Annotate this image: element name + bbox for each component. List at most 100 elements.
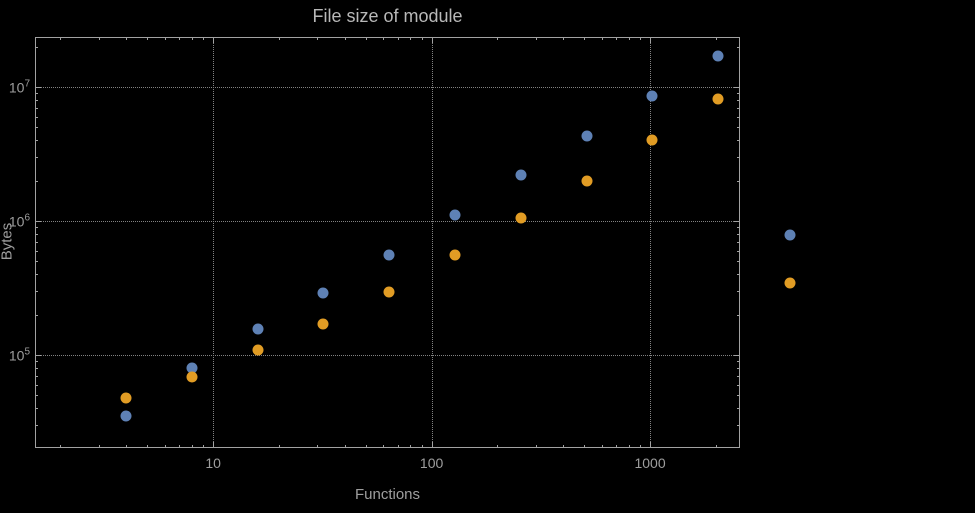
y-tick-mark: [35, 375, 38, 377]
x-tick-mark: [147, 37, 149, 40]
x-tick-mark: [601, 445, 603, 448]
y-tick-mark: [737, 99, 740, 101]
x-tick-mark: [601, 37, 603, 40]
x-gridline: [650, 37, 652, 448]
x-tick-mark: [535, 445, 537, 448]
x-tick-mark: [213, 37, 215, 43]
x-tick-mark: [344, 445, 346, 448]
y-tick-mark: [737, 241, 740, 243]
y-tick-mark: [35, 250, 38, 252]
data-point: [515, 169, 527, 181]
x-tick-mark: [497, 445, 499, 448]
y-tick-mark: [737, 274, 740, 276]
y-tick-mark: [734, 220, 740, 222]
x-tick-mark: [410, 37, 412, 40]
data-point: [515, 212, 527, 224]
y-tick-mark: [35, 127, 38, 129]
y-tick-mark: [737, 107, 740, 109]
x-tick-mark: [715, 445, 717, 448]
data-point: [383, 286, 395, 298]
data-point: [120, 392, 132, 404]
x-tick-mark: [431, 442, 433, 448]
data-point: [712, 93, 724, 104]
x-tick-mark: [147, 445, 149, 448]
y-tick-mark: [737, 367, 740, 369]
x-tick-mark: [431, 37, 433, 43]
data-point: [712, 50, 724, 62]
y-tick-mark: [35, 291, 38, 292]
y-tick-mark: [734, 354, 740, 356]
data-point: [581, 130, 593, 142]
data-point: [252, 344, 264, 356]
y-gridline: [35, 220, 740, 222]
y-tick-mark: [35, 86, 41, 88]
x-tick-mark: [715, 37, 717, 40]
x-tick-mark: [628, 445, 630, 448]
x-tick-mark: [191, 37, 193, 40]
y-tick-mark: [35, 233, 38, 235]
x-tick-mark: [563, 37, 565, 40]
x-tick-label: 10: [205, 455, 221, 471]
x-tick-mark: [317, 37, 319, 40]
x-tick-mark: [344, 37, 346, 40]
y-tick-mark: [737, 180, 740, 182]
y-tick-mark: [737, 395, 740, 397]
y-tick-mark: [35, 314, 38, 316]
y-tick-mark: [35, 424, 38, 426]
x-tick-mark: [497, 37, 499, 40]
data-point: [186, 371, 198, 383]
data-point: [120, 410, 132, 422]
x-tick-label: 100: [419, 455, 444, 471]
y-tick-mark: [35, 274, 38, 276]
x-tick-mark: [535, 37, 537, 40]
y-tick-mark: [35, 93, 38, 95]
data-point: [581, 175, 593, 187]
y-tick-mark: [35, 140, 38, 142]
y-tick-mark: [737, 250, 740, 252]
y-tick-mark: [35, 227, 38, 229]
x-tick-mark: [421, 37, 423, 40]
y-tick-mark: [35, 241, 38, 243]
x-tick-mark: [616, 445, 618, 448]
y-gridline: [35, 86, 740, 88]
x-gridline: [213, 37, 215, 448]
x-tick-mark: [179, 37, 181, 40]
x-tick-mark: [421, 445, 423, 448]
data-point: [449, 209, 461, 221]
y-tick-mark: [737, 157, 740, 159]
x-tick-mark: [278, 445, 280, 448]
y-tick-mark: [737, 127, 740, 129]
x-tick-mark: [164, 37, 166, 40]
x-tick-mark: [365, 445, 367, 448]
x-tick-mark: [203, 445, 205, 448]
x-tick-mark: [98, 445, 100, 448]
x-tick-mark: [126, 445, 128, 448]
x-tick-mark: [126, 37, 128, 40]
y-tick-mark: [35, 180, 38, 182]
data-point: [317, 287, 329, 299]
y-tick-mark: [737, 314, 740, 316]
y-tick-mark: [35, 220, 41, 222]
plot-area: [35, 37, 740, 448]
y-tick-mark: [734, 86, 740, 88]
data-point: [646, 90, 658, 102]
x-tick-mark: [179, 445, 181, 448]
y-tick-mark: [737, 140, 740, 142]
x-tick-label: 1000: [634, 455, 666, 471]
chart-title: File size of module: [312, 6, 463, 26]
y-tick-mark: [35, 107, 38, 109]
x-tick-mark: [213, 442, 215, 448]
x-tick-mark: [410, 445, 412, 448]
y-tick-mark: [737, 424, 740, 426]
y-gridline: [35, 354, 740, 356]
y-tick-mark: [737, 233, 740, 235]
x-tick-mark: [628, 37, 630, 40]
x-tick-mark: [650, 37, 652, 43]
x-tick-mark: [563, 445, 565, 448]
x-tick-mark: [98, 37, 100, 40]
x-gridline: [431, 37, 433, 448]
y-tick-mark: [737, 46, 740, 48]
data-point: [646, 134, 658, 146]
y-tick-mark: [737, 375, 740, 377]
